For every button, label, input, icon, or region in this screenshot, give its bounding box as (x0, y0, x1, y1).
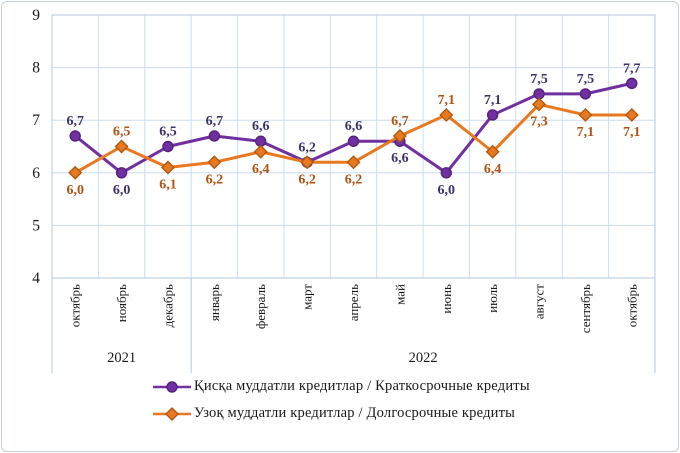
data-label: 6,4 (484, 162, 502, 177)
data-point-diamond (578, 107, 593, 122)
x-axis-month-label: январь (207, 284, 222, 321)
data-label: 6,7 (391, 114, 409, 129)
data-point-diamond (300, 155, 315, 170)
data-point-diamond (346, 155, 361, 170)
y-axis-tick-label: 9 (32, 7, 40, 24)
data-label: 7,3 (530, 114, 548, 129)
x-axis-month-label: декабрь (160, 284, 175, 327)
data-point-diamond (532, 97, 547, 112)
x-axis-month-label: октябрь (624, 284, 639, 327)
legend-label-short-term: Қисқа муддатли кредитлар / Краткосрочные… (194, 378, 530, 394)
data-label: 6,0 (438, 183, 456, 198)
data-point-circle (486, 109, 499, 121)
y-axis-tick-label: 5 (32, 217, 40, 234)
data-point-circle (579, 88, 592, 100)
data-point-circle (69, 130, 81, 142)
data-point-diamond (68, 165, 83, 180)
x-axis-month-label: апрель (346, 284, 361, 321)
data-label: 6,2 (298, 140, 316, 155)
data-label: 6,5 (113, 125, 131, 140)
y-axis-tick-label: 8 (32, 60, 40, 77)
data-point-diamond (253, 144, 268, 159)
legend-label-long-term: Узоқ муддатли кредитлар / Долгосрочные к… (194, 405, 516, 421)
x-axis-year-label: 2022 (409, 350, 438, 366)
data-point-circle (162, 140, 174, 153)
data-point-circle (440, 167, 452, 179)
data-label: 6,2 (298, 172, 316, 187)
x-axis-month-label: октябрь (68, 284, 83, 327)
x-axis-month-label: июнь (439, 284, 454, 314)
x-axis-month-label: июль (485, 284, 500, 313)
data-point-diamond (207, 155, 222, 170)
data-label: 6,5 (159, 125, 177, 140)
data-label: 6,7 (66, 114, 84, 129)
x-axis-month-label: март (300, 284, 315, 310)
data-point-diamond (624, 107, 639, 122)
data-label: 6,0 (66, 183, 84, 198)
data-label: 7,1 (577, 125, 595, 140)
data-label: 7,1 (484, 93, 502, 108)
data-label: 6,1 (159, 178, 177, 193)
x-axis-month-label: ноябрь (114, 284, 129, 322)
data-point-circle (115, 167, 128, 179)
data-label: 6,6 (345, 119, 363, 134)
y-axis-tick-label: 4 (32, 270, 40, 287)
data-label: 6,7 (206, 114, 224, 129)
data-point-circle (255, 135, 267, 147)
legend-item-long-term: Узоқ муддатли кредитлар / Долгосрочные к… (153, 405, 530, 422)
data-point-diamond (439, 107, 454, 122)
legend: Қисқа муддатли кредитлар / Краткосрочные… (153, 378, 530, 422)
x-axis-month-label: сентябрь (578, 284, 593, 333)
diamond-marker-icon (165, 406, 179, 421)
data-label: 6,4 (252, 162, 270, 177)
data-label: 7,5 (530, 72, 548, 87)
y-axis-tick-label: 6 (32, 165, 40, 182)
data-label: 6,6 (391, 151, 409, 166)
legend-item-short-term: Қисқа муддатли кредитлар / Краткосрочные… (153, 378, 530, 395)
data-point-diamond (485, 144, 500, 159)
data-label: 6,6 (252, 119, 270, 134)
data-point-circle (347, 135, 360, 147)
y-axis-tick-label: 7 (32, 112, 40, 129)
x-axis-month-label: май (392, 284, 407, 305)
x-axis-year-label: 2021 (107, 350, 136, 366)
data-point-circle (208, 130, 221, 142)
data-label: 7,1 (438, 93, 456, 108)
data-point-circle (533, 88, 545, 100)
long-term-line-marker-icon (153, 406, 191, 421)
data-point-diamond (160, 160, 175, 175)
short-term-line-marker-icon (153, 380, 191, 393)
data-label: 6,2 (345, 172, 363, 187)
data-point-diamond (392, 128, 407, 143)
data-label: 6,0 (113, 183, 131, 198)
plot-area-border (51, 14, 656, 279)
x-axis-month-label: август (532, 284, 547, 320)
circle-marker-icon (166, 380, 178, 393)
data-point-diamond (114, 139, 129, 154)
data-label: 7,7 (623, 61, 641, 76)
data-label: 6,2 (206, 172, 224, 187)
data-label: 7,1 (623, 125, 641, 140)
data-label: 7,5 (577, 72, 595, 87)
data-point-circle (626, 77, 638, 90)
x-axis-month-label: февраль (253, 284, 268, 329)
